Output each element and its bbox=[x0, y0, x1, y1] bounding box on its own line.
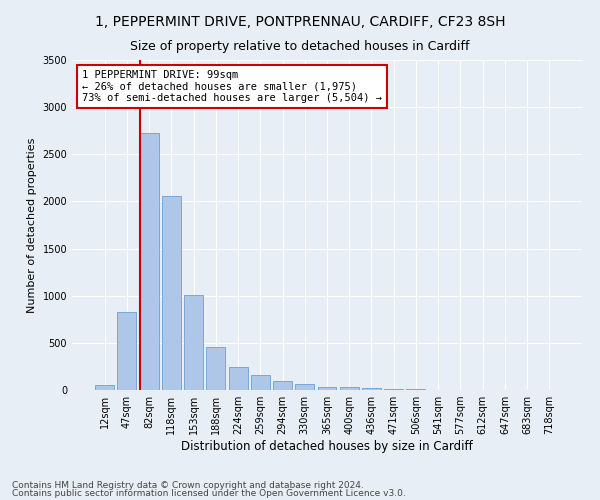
Bar bbox=[251, 376, 270, 390]
Bar bbox=[95, 385, 114, 390]
Text: Contains public sector information licensed under the Open Government Licence v3: Contains public sector information licen… bbox=[12, 489, 406, 498]
Bar bbox=[140, 132, 158, 390]
Bar bbox=[206, 347, 225, 390]
Bar bbox=[273, 381, 292, 390]
X-axis label: Distribution of detached houses by size in Cardiff: Distribution of detached houses by size … bbox=[181, 440, 473, 453]
Text: Contains HM Land Registry data © Crown copyright and database right 2024.: Contains HM Land Registry data © Crown c… bbox=[12, 480, 364, 490]
Bar bbox=[184, 295, 203, 390]
Bar bbox=[362, 388, 381, 390]
Bar bbox=[162, 196, 181, 390]
Bar bbox=[317, 386, 337, 390]
Text: 1 PEPPERMINT DRIVE: 99sqm
← 26% of detached houses are smaller (1,975)
73% of se: 1 PEPPERMINT DRIVE: 99sqm ← 26% of detac… bbox=[82, 70, 382, 103]
Bar bbox=[295, 384, 314, 390]
Bar bbox=[229, 368, 248, 390]
Text: Size of property relative to detached houses in Cardiff: Size of property relative to detached ho… bbox=[130, 40, 470, 53]
Bar bbox=[118, 312, 136, 390]
Y-axis label: Number of detached properties: Number of detached properties bbox=[27, 138, 37, 312]
Bar bbox=[406, 389, 425, 390]
Bar bbox=[340, 387, 359, 390]
Bar bbox=[384, 388, 403, 390]
Text: 1, PEPPERMINT DRIVE, PONTPRENNAU, CARDIFF, CF23 8SH: 1, PEPPERMINT DRIVE, PONTPRENNAU, CARDIF… bbox=[95, 15, 505, 29]
